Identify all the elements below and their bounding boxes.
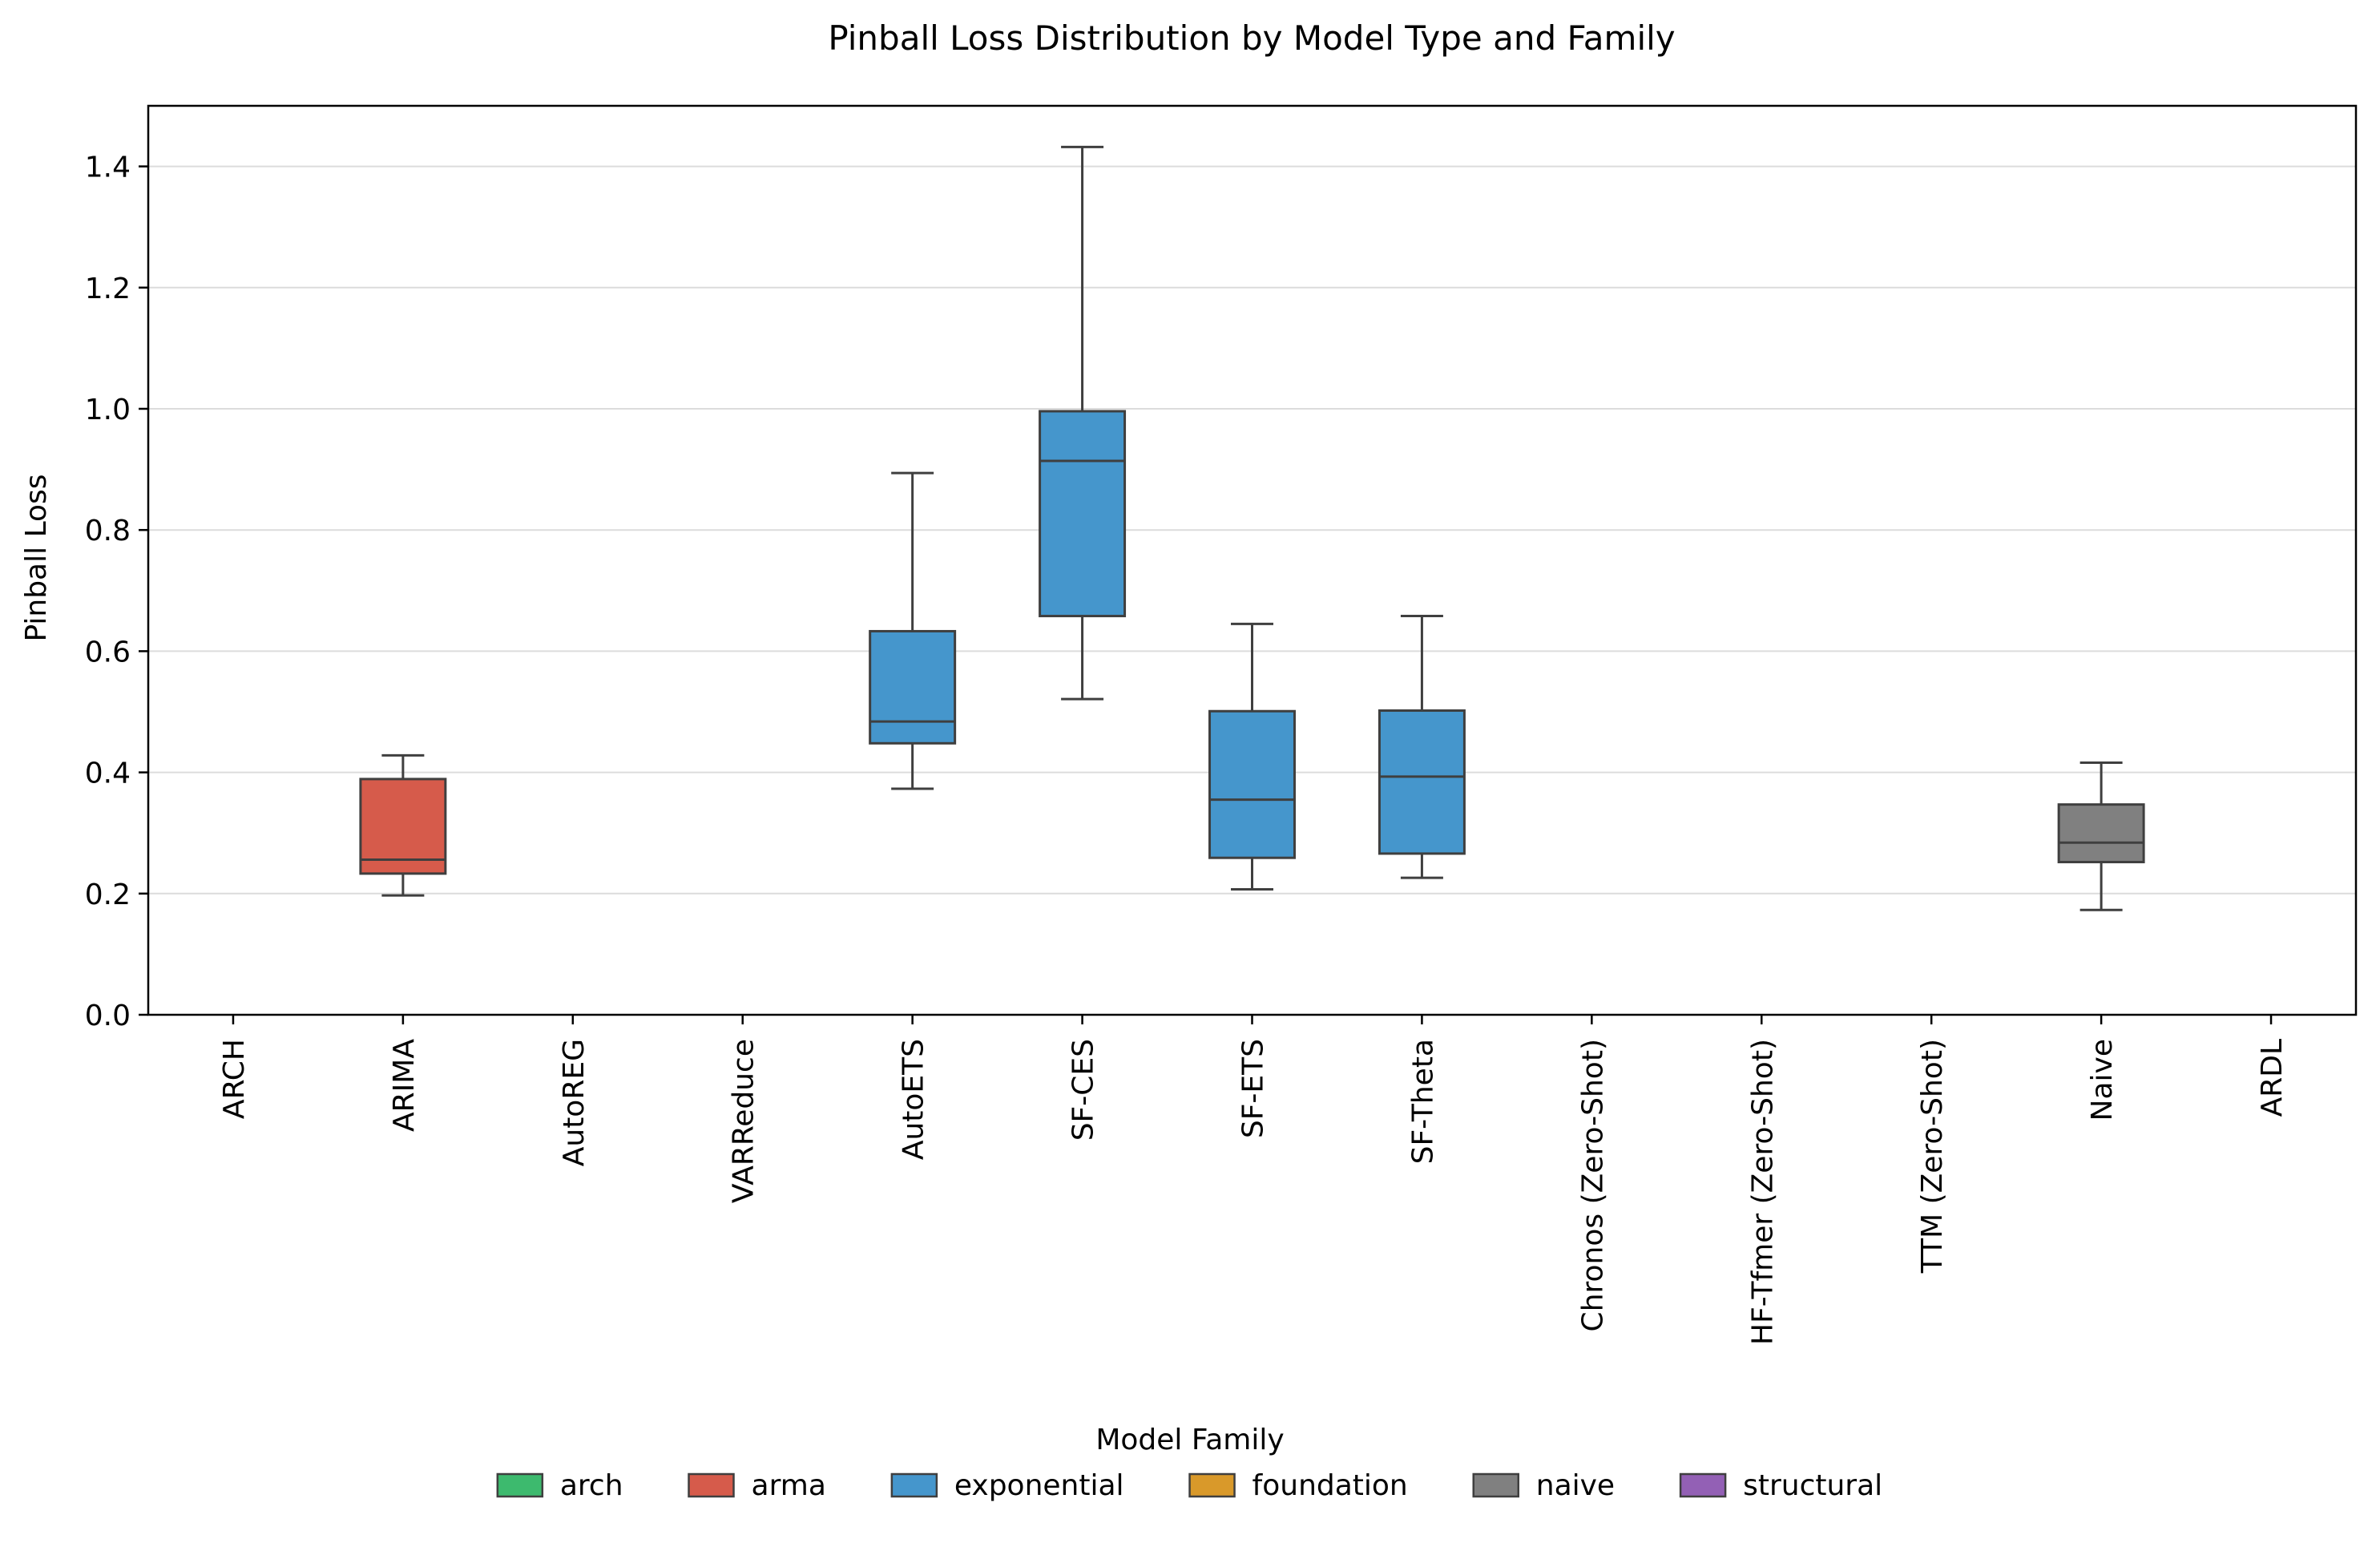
x-tick-label: HF-Tfmer (Zero-Shot) bbox=[1746, 1039, 1779, 1345]
legend-label: foundation bbox=[1253, 1469, 1408, 1502]
x-tick-label: AutoREG bbox=[558, 1039, 591, 1166]
y-tick-label: 1.0 bbox=[85, 394, 131, 426]
y-tick-label: 0.4 bbox=[85, 757, 131, 790]
legend-label: naive bbox=[1536, 1469, 1615, 1502]
y-axis-label: Pinball Loss bbox=[20, 474, 53, 641]
legend-swatch-foundation bbox=[1188, 1472, 1236, 1498]
x-tick-label: ARCH bbox=[218, 1039, 251, 1119]
legend-swatch-arma bbox=[688, 1472, 735, 1498]
box-body bbox=[359, 778, 447, 875]
x-tick-label: SF-CES bbox=[1067, 1039, 1100, 1141]
legend-label: structural bbox=[1743, 1469, 1882, 1502]
box-sf-ets bbox=[1208, 622, 1296, 891]
legend-label: exponential bbox=[954, 1469, 1124, 1502]
box-body bbox=[2057, 803, 2145, 863]
y-tick-label: 0.6 bbox=[85, 636, 131, 668]
x-tick-label: ARIMA bbox=[388, 1039, 421, 1132]
legend-title: Model Family bbox=[1095, 1424, 1284, 1456]
box-body bbox=[1039, 410, 1127, 618]
legend-swatch-structural bbox=[1679, 1472, 1727, 1498]
box-body bbox=[1208, 709, 1296, 859]
legend-label: arch bbox=[560, 1469, 623, 1502]
chart-title: Pinball Loss Distribution by Model Type … bbox=[828, 18, 1675, 58]
plot-frame bbox=[147, 104, 2358, 1016]
box-autoets bbox=[869, 471, 957, 790]
x-tick-label: TTM (Zero-Shot) bbox=[1916, 1039, 1949, 1274]
legend-label: arma bbox=[752, 1469, 826, 1502]
x-tick-label: SF-Theta bbox=[1406, 1039, 1439, 1164]
legend-swatch-arch bbox=[496, 1472, 544, 1498]
y-tick-label: 0.0 bbox=[85, 1000, 131, 1032]
legend: Model Family arch arma exponential foundati… bbox=[496, 1424, 1882, 1502]
x-tick-label: Chronos (Zero-Shot) bbox=[1576, 1039, 1609, 1331]
axis-layer: 0.0 0.2 0.4 0.6 0.8 1.0 1.2 1.4 ARCH ARIMA AutoREG… bbox=[85, 104, 2358, 1345]
box-sf-theta bbox=[1378, 615, 1466, 879]
y-tick-label: 1.2 bbox=[85, 273, 131, 305]
y-tick-label: 1.4 bbox=[85, 151, 131, 184]
box-body bbox=[869, 629, 957, 745]
x-tick-label: SF-ETS bbox=[1237, 1039, 1270, 1138]
x-tick-label: AutoETS bbox=[898, 1039, 930, 1160]
y-tick-label: 0.8 bbox=[85, 515, 131, 547]
x-tick-label: ARDL bbox=[2256, 1039, 2289, 1117]
legend-swatch-exponential bbox=[890, 1472, 938, 1498]
x-tick-label: Naive bbox=[2086, 1039, 2119, 1121]
legend-swatch-naive bbox=[1472, 1472, 1519, 1498]
y-tick-label: 0.2 bbox=[85, 879, 131, 911]
box-body bbox=[1378, 709, 1466, 855]
box-sf-ces bbox=[1039, 145, 1127, 701]
box-naive bbox=[2057, 761, 2145, 911]
box-layer bbox=[359, 145, 2145, 911]
x-tick-label: VARReduce bbox=[728, 1039, 760, 1203]
box-arima bbox=[359, 753, 447, 897]
